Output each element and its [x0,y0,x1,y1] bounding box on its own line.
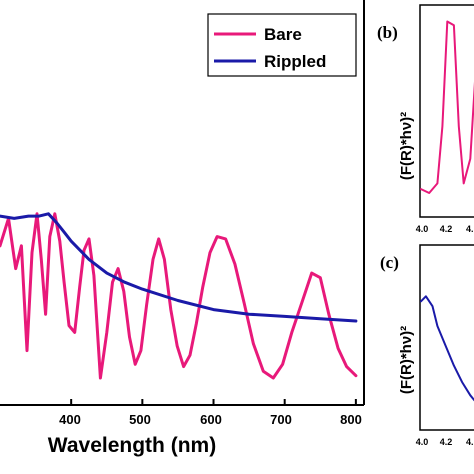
x-tick-label-c: 4.2 [440,437,453,447]
legend-box [207,13,357,77]
x-tick-label: 700 [270,412,292,427]
x-tick-label: 600 [200,412,222,427]
plot-frame-c [419,244,474,431]
panel-a: 400 500 600 700 800 Wavelength (nm) Bare… [0,0,365,457]
series-bare-line [0,212,358,380]
series-group [0,212,358,380]
y-axis-label-c: (F(R)*hν)² [398,326,415,394]
series-group-b [420,20,474,194]
legend-label-bare: Bare [264,25,302,44]
x-tick-label: 400 [59,412,81,427]
panel-label-c: (c) [380,253,399,272]
series-group-c [420,295,474,402]
x-tick-label: 500 [129,412,151,427]
panel-label-b: (b) [377,23,398,42]
y-axis-label-b: (F(R)*hν)² [398,112,415,180]
x-tick-label-b: 4.2 [440,224,453,234]
x-tick-labels: 400 500 600 700 800 [59,412,362,427]
legend: Bare Rippled [207,13,357,77]
series-curve-line [420,20,474,194]
x-tick-label-c: 4.0 [416,437,429,447]
x-ticks [70,399,357,405]
panel-c: (c) (F(R)*hν)² 4.0 4.2 4. [380,244,474,447]
panel-b: (b) (F(R)*hν)² 4.0 4.2 4. [377,4,474,234]
x-tick-label: 800 [340,412,362,427]
x-axis-label: Wavelength (nm) [48,434,216,457]
x-tick-label-c: 4. [466,437,474,447]
series-rippled-line [0,212,358,323]
x-tick-label-b: 4.0 [416,224,429,234]
legend-label-rippled: Rippled [264,52,326,71]
x-tick-label-b: 4. [466,224,474,234]
series-curve-line [420,295,474,402]
plot-frame-b [419,4,474,218]
